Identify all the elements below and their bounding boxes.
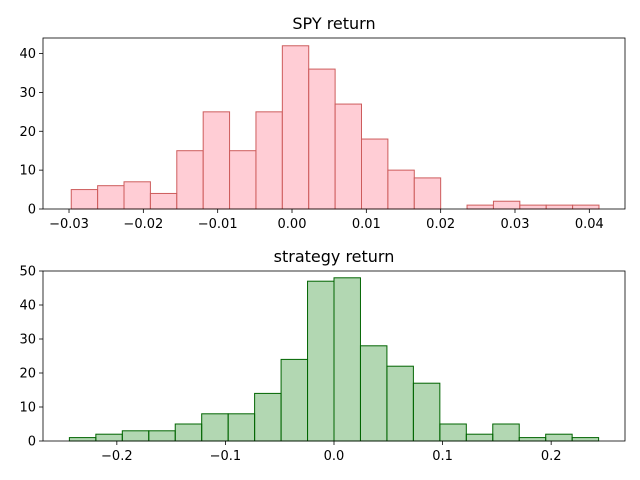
histogram-bar bbox=[387, 169, 415, 210]
x-axis-ticks: −0.2 −0.1 0.0 0.1 0.2 bbox=[101, 441, 562, 464]
histogram-bar bbox=[333, 277, 361, 442]
chart-title: SPY return bbox=[292, 14, 375, 33]
y-tick-label: 30 bbox=[19, 86, 36, 101]
x-tick-label: 0.02 bbox=[426, 217, 455, 232]
histogram-bar bbox=[149, 192, 178, 210]
histogram-bar bbox=[201, 413, 229, 442]
histogram-bar bbox=[123, 181, 151, 210]
histogram-bar bbox=[174, 423, 203, 442]
histogram-bar bbox=[227, 413, 256, 442]
bars bbox=[68, 277, 600, 442]
y-tick-label: 30 bbox=[19, 333, 36, 348]
histogram-bar bbox=[492, 200, 521, 210]
y-tick-label: 10 bbox=[19, 401, 36, 416]
y-tick-label: 0 bbox=[28, 203, 36, 218]
x-axis-ticks: −0.03 −0.02 −0.01 0.00 0.01 0.02 0.03 0.04 bbox=[49, 209, 604, 232]
histogram-bar bbox=[176, 150, 204, 210]
histogram-bar bbox=[308, 68, 336, 210]
x-tick-label: 0.1 bbox=[432, 449, 453, 464]
spy-return-histogram: SPY return −0.03 −0.02 −0.01 0.00 0.01 0.02 0.… bbox=[19, 14, 626, 232]
x-tick-label: 0.04 bbox=[575, 217, 604, 232]
histogram-bar bbox=[519, 204, 547, 210]
histogram-bar bbox=[572, 204, 600, 210]
histogram-bar bbox=[571, 437, 600, 442]
histogram-bar bbox=[255, 111, 283, 210]
y-tick-label: 40 bbox=[19, 299, 36, 314]
x-tick-label: −0.01 bbox=[198, 217, 238, 232]
histogram-bar bbox=[334, 103, 363, 210]
histogram-bar bbox=[518, 437, 547, 442]
histogram-bar bbox=[386, 365, 414, 442]
x-tick-label: 0.01 bbox=[352, 217, 381, 232]
x-tick-label: −0.1 bbox=[210, 449, 242, 464]
y-tick-label: 0 bbox=[28, 435, 36, 450]
bars bbox=[70, 45, 600, 210]
y-tick-label: 50 bbox=[19, 265, 36, 280]
x-tick-label: −0.02 bbox=[123, 217, 163, 232]
histogram-bar bbox=[545, 433, 573, 442]
y-tick-label: 20 bbox=[19, 125, 36, 140]
histogram-bar bbox=[413, 177, 442, 210]
x-tick-label: −0.2 bbox=[101, 449, 133, 464]
histogram-bar bbox=[307, 280, 335, 442]
histogram-bar bbox=[202, 111, 231, 210]
histogram-bar bbox=[361, 138, 389, 210]
y-axis-ticks: 0 10 20 30 40 bbox=[19, 47, 43, 218]
histogram-bar bbox=[121, 430, 150, 442]
y-tick-label: 20 bbox=[19, 367, 36, 382]
histogram-bar bbox=[254, 392, 282, 442]
histogram-bar bbox=[68, 437, 97, 442]
histogram-bar bbox=[97, 185, 125, 210]
histogram-bar bbox=[70, 189, 99, 210]
histogram-bar bbox=[545, 204, 574, 210]
histogram-bar bbox=[466, 204, 494, 210]
histogram-bar bbox=[359, 345, 388, 442]
strategy-return-histogram: strategy return −0.2 −0.1 0.0 0.1 0.2 0 10 20 3… bbox=[19, 247, 626, 464]
histogram-bar bbox=[465, 433, 494, 442]
histogram-bar bbox=[280, 358, 309, 442]
x-tick-label: 0.2 bbox=[541, 449, 562, 464]
y-axis-ticks: 0 10 20 30 40 50 bbox=[19, 265, 43, 450]
histogram-bar bbox=[412, 382, 441, 442]
x-tick-label: 0.03 bbox=[501, 217, 530, 232]
y-tick-label: 40 bbox=[19, 47, 36, 62]
y-tick-label: 10 bbox=[19, 164, 36, 179]
plot-frame bbox=[42, 37, 626, 210]
histogram-bar bbox=[229, 150, 257, 210]
chart-title: strategy return bbox=[274, 247, 395, 266]
histogram-bar bbox=[281, 45, 310, 210]
histogram-bar bbox=[439, 423, 467, 442]
histogram-bar bbox=[95, 433, 123, 442]
x-tick-label: −0.03 bbox=[49, 217, 89, 232]
histogram-bar bbox=[492, 423, 520, 442]
x-tick-label: 0.0 bbox=[324, 449, 345, 464]
histogram-bar bbox=[148, 430, 176, 442]
x-tick-label: 0.00 bbox=[278, 217, 307, 232]
plot-frame bbox=[42, 270, 626, 442]
